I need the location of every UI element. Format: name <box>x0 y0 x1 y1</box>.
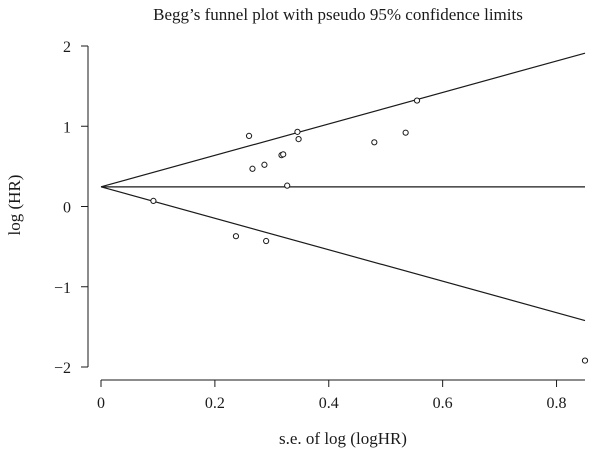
study-point <box>232 233 240 240</box>
study-point <box>150 197 157 204</box>
study-point <box>371 139 378 146</box>
study-point <box>402 129 409 136</box>
study-point <box>581 357 589 364</box>
y-tick-label: 1 <box>63 119 71 136</box>
confidence-limit-lines <box>100 52 586 322</box>
y-axis-label: log (HR) <box>5 175 24 236</box>
x-axis-label: s.e. of log (logHR) <box>279 429 407 448</box>
x-tick-label: 0.6 <box>433 395 453 412</box>
study-point <box>284 182 291 189</box>
y-tick-label: −2 <box>54 360 71 377</box>
study-point <box>294 128 301 135</box>
study-point <box>261 161 268 168</box>
study-point <box>263 237 270 245</box>
x-tick-label: 0.8 <box>547 395 567 412</box>
x-axis-ticks: 0 0.2 0.4 0.6 0.8 <box>97 380 567 412</box>
study-point <box>245 132 253 139</box>
chart-title: Begg’s funnel plot with pseudo 95% confi… <box>153 5 523 24</box>
upper-confidence-limit-line <box>100 52 586 188</box>
y-tick-label: 2 <box>63 39 71 56</box>
study-points <box>150 97 589 364</box>
study-point <box>280 151 287 158</box>
study-point <box>295 135 302 143</box>
study-point <box>413 97 421 104</box>
x-tick-label: 0 <box>97 395 105 412</box>
y-axis-ticks: −2 −1 0 1 2 <box>54 39 88 377</box>
study-point <box>249 165 256 172</box>
y-tick-label: 0 <box>63 200 71 217</box>
y-tick-label: −1 <box>54 280 71 297</box>
x-tick-label: 0.2 <box>205 395 225 412</box>
x-tick-label: 0.4 <box>319 395 339 412</box>
lower-confidence-limit-line <box>100 186 586 322</box>
